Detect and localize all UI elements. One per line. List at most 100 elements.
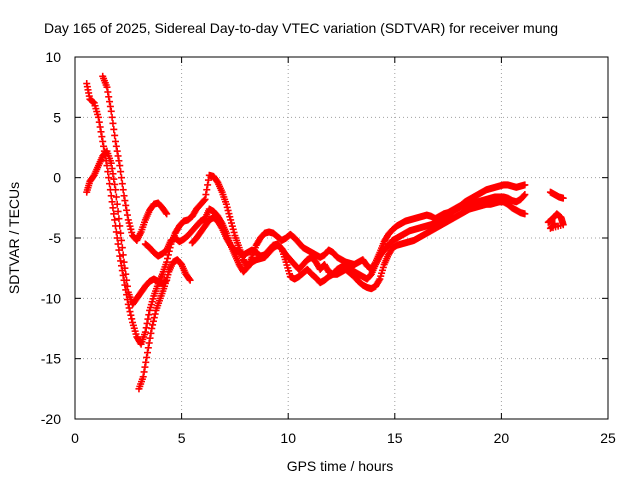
data-point-marker <box>123 276 131 284</box>
data-point-marker <box>96 123 104 131</box>
data-point-marker <box>104 168 112 176</box>
y-axis-title: SDTVAR / TECUs <box>6 182 22 294</box>
data-point-marker <box>204 181 212 189</box>
data-point-marker <box>147 329 155 337</box>
y-tick-label: 0 <box>53 170 61 186</box>
data-point-marker <box>108 198 116 206</box>
data-point-marker <box>124 216 132 224</box>
data-point-marker <box>144 344 152 352</box>
data-point-marker <box>521 191 529 199</box>
data-point-marker <box>223 203 231 211</box>
data-point-marker <box>139 373 147 381</box>
data-point-marker <box>113 200 121 208</box>
data-point-marker <box>142 358 150 366</box>
y-tick-label: -20 <box>41 411 61 427</box>
data-point-marker <box>97 128 105 136</box>
data-point-marker <box>119 251 127 259</box>
data-point-marker <box>162 209 170 217</box>
x-tick-label: 15 <box>387 430 403 446</box>
data-point-marker <box>164 255 172 263</box>
data-point-marker <box>111 216 119 224</box>
data-point-marker <box>122 270 130 278</box>
data-point-marker <box>225 210 233 218</box>
data-point-marker <box>148 325 156 332</box>
data-point-marker <box>116 222 124 230</box>
data-point-marker <box>143 319 151 327</box>
series-track-4 <box>135 256 194 393</box>
data-point-marker <box>204 176 212 184</box>
data-point-marker <box>141 363 149 371</box>
data-point-marker <box>117 174 125 182</box>
data-point-marker <box>151 310 159 318</box>
data-point-marker <box>230 228 238 236</box>
data-point-marker <box>222 200 230 208</box>
x-tick-label: 25 <box>600 430 616 446</box>
series-track-5 <box>141 198 529 293</box>
data-point-marker <box>103 162 111 170</box>
data-point-marker <box>123 211 131 219</box>
data-point-marker <box>105 93 113 101</box>
data-point-marker <box>109 119 117 127</box>
data-point-marker <box>120 258 128 266</box>
data-point-marker <box>106 98 114 106</box>
data-point-marker <box>114 240 122 248</box>
data-point-marker <box>113 234 121 242</box>
axis-ticks <box>74 56 609 420</box>
data-point-marker <box>126 222 134 230</box>
data-point-marker <box>107 192 115 200</box>
x-tick-label: 0 <box>71 430 79 446</box>
data-point-marker <box>99 137 107 145</box>
data-point-marker <box>112 186 120 194</box>
data-point-marker <box>550 220 558 228</box>
data-point-marker <box>149 321 157 329</box>
data-point-marker <box>118 244 126 252</box>
data-point-marker <box>105 174 113 182</box>
y-tick-label: -5 <box>49 230 62 246</box>
x-tick-label: 20 <box>494 430 510 446</box>
data-point-marker <box>375 276 383 284</box>
data-point-marker <box>114 207 122 215</box>
data-point-marker <box>94 113 102 121</box>
data-point-marker <box>140 368 148 376</box>
x-axis-title: GPS time / hours <box>287 458 394 474</box>
data-point-marker <box>120 192 128 200</box>
data-point-marker <box>201 195 209 203</box>
y-tick-label: 5 <box>53 109 61 125</box>
data-point-marker <box>108 164 116 172</box>
data-point-marker <box>163 258 171 266</box>
data-point-marker <box>115 215 123 223</box>
data-point-marker <box>116 162 124 170</box>
data-point-marker <box>107 107 115 115</box>
data-point-marker <box>118 180 126 188</box>
data-point-marker <box>113 147 121 155</box>
grid <box>75 57 608 419</box>
x-tick-label: 10 <box>280 430 296 446</box>
data-point-marker <box>123 206 131 214</box>
data-point-marker <box>521 181 529 189</box>
data-point-marker <box>125 219 133 227</box>
series-track-7 <box>544 188 567 232</box>
data-point-marker <box>186 276 194 284</box>
data-points <box>83 72 567 393</box>
series-track-6 <box>188 191 529 287</box>
data-point-marker <box>110 125 118 133</box>
data-point-marker <box>110 175 118 183</box>
series-track-2 <box>99 72 171 244</box>
data-point-marker <box>112 193 120 201</box>
data-point-marker <box>121 264 129 272</box>
data-point-marker <box>107 159 115 167</box>
data-point-marker <box>112 142 120 150</box>
data-point-marker <box>100 142 108 150</box>
data-point-marker <box>109 204 117 212</box>
data-point-marker <box>111 131 119 139</box>
data-point-marker <box>117 236 125 244</box>
data-point-marker <box>112 228 120 236</box>
series-track-3 <box>83 147 171 308</box>
data-point-marker <box>106 102 114 110</box>
data-point-marker <box>145 311 153 319</box>
data-point-marker <box>202 191 210 199</box>
data-point-marker <box>144 315 152 323</box>
data-point-marker <box>227 219 235 227</box>
data-point-marker <box>141 328 149 336</box>
